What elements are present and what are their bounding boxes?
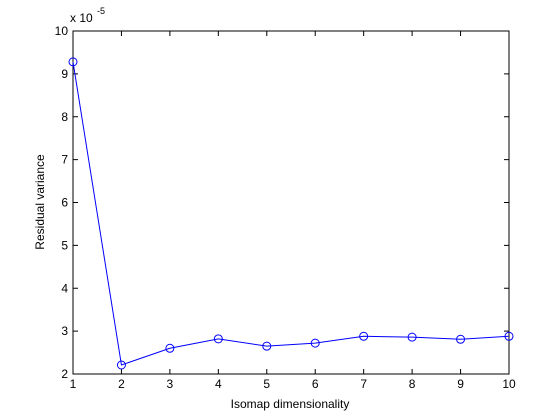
data-marker <box>407 332 417 342</box>
data-line <box>72 61 510 366</box>
x-axis-label: Isomap dimensionality <box>231 397 350 411</box>
y-tick-label: 10 <box>55 24 69 38</box>
x-tick-label: 8 <box>409 377 416 391</box>
y-multiplier: x 10 <box>70 11 93 25</box>
x-tick-label: 4 <box>215 377 222 391</box>
x-tick-label: 2 <box>118 377 125 391</box>
data-marker <box>116 360 126 370</box>
x-tick-label: 6 <box>312 377 319 391</box>
y-axis-label: Residual variance <box>33 154 47 250</box>
data-marker <box>262 341 272 351</box>
x-tick-label: 5 <box>263 377 270 391</box>
data-marker <box>456 334 466 344</box>
plot-frame <box>72 30 510 375</box>
y-tick-label: 6 <box>61 196 68 210</box>
y-tick-label: 2 <box>61 367 68 381</box>
y-tick-label: 5 <box>61 238 68 252</box>
data-marker <box>165 343 175 353</box>
y-tick-label: 7 <box>61 153 68 167</box>
data-marker <box>359 331 369 341</box>
y-tick-label: 8 <box>61 110 68 124</box>
x-tick-label: 3 <box>167 377 174 391</box>
y-tick-label: 4 <box>61 281 68 295</box>
data-marker <box>68 57 78 67</box>
y-multiplier-exponent: -5 <box>97 6 105 16</box>
x-tick-label: 10 <box>502 377 516 391</box>
x-tick-label: 7 <box>360 377 367 391</box>
y-tick-label: 3 <box>61 324 68 338</box>
data-marker <box>310 338 320 348</box>
data-marker <box>504 331 514 341</box>
y-tick-label: 9 <box>61 67 68 81</box>
data-marker <box>213 334 223 344</box>
x-tick-label: 1 <box>70 377 77 391</box>
x-tick-label: 9 <box>457 377 464 391</box>
